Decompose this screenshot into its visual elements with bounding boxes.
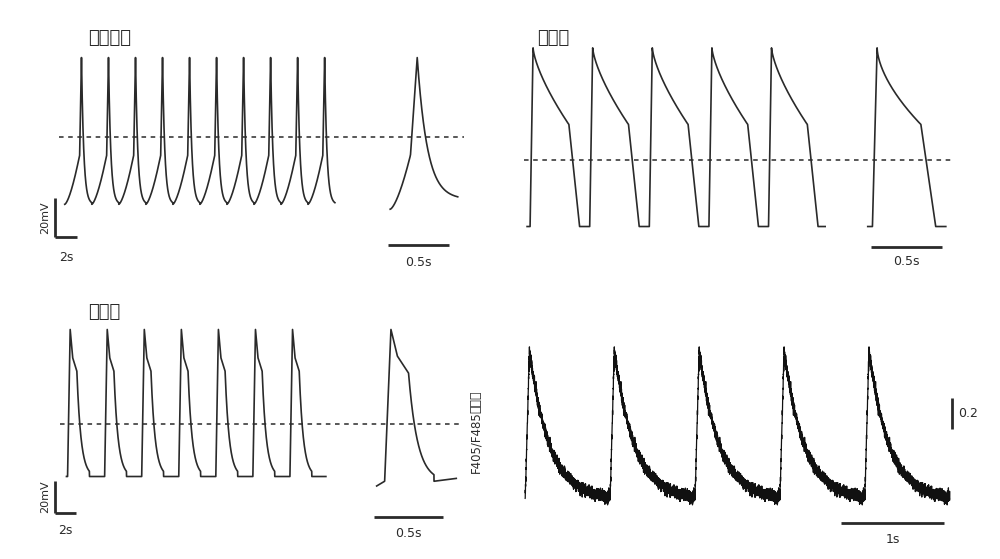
Text: 1s: 1s <box>886 533 900 546</box>
Text: 0.5s: 0.5s <box>395 527 421 540</box>
Text: 20mV: 20mV <box>40 480 50 513</box>
Text: 20mV: 20mV <box>40 201 50 234</box>
Text: 0.5s: 0.5s <box>893 255 919 268</box>
Text: 2s: 2s <box>59 524 73 537</box>
Text: 心房样: 心房样 <box>88 304 120 321</box>
Text: F405/F485: F405/F485 <box>470 411 482 473</box>
Text: 心室样: 心室样 <box>538 30 570 48</box>
Text: 0.5s: 0.5s <box>405 255 432 268</box>
Text: 0.2: 0.2 <box>958 407 978 420</box>
Text: 2s: 2s <box>59 251 73 264</box>
Text: 钒电流: 钒电流 <box>470 391 482 413</box>
Text: 窦房结样: 窦房结样 <box>88 30 131 48</box>
